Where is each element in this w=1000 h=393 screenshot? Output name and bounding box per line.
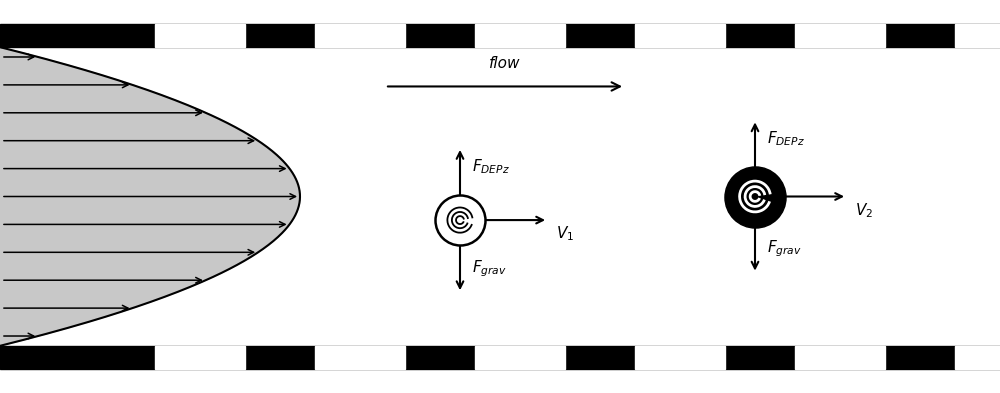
Bar xyxy=(475,346,565,369)
Bar xyxy=(315,346,405,369)
Text: $\mathit{F}_{DEPz}$: $\mathit{F}_{DEPz}$ xyxy=(767,129,805,148)
Text: $\mathit{F}_{grav}$: $\mathit{F}_{grav}$ xyxy=(767,239,802,259)
Polygon shape xyxy=(0,47,300,346)
Bar xyxy=(955,346,1000,369)
Text: $\mathit{F}_{DEPz}$: $\mathit{F}_{DEPz}$ xyxy=(472,157,510,176)
Bar xyxy=(315,24,405,47)
Bar xyxy=(0,24,1000,47)
Bar xyxy=(635,346,725,369)
Text: $\mathit{V}_{1}$: $\mathit{V}_{1}$ xyxy=(556,225,574,244)
Bar xyxy=(0,47,1000,346)
Bar xyxy=(155,24,245,47)
Bar xyxy=(0,346,1000,369)
Bar xyxy=(635,24,725,47)
Bar xyxy=(155,346,245,369)
Text: $\mathit{F}_{grav}$: $\mathit{F}_{grav}$ xyxy=(472,258,507,279)
Bar xyxy=(795,346,885,369)
Text: flow: flow xyxy=(489,56,521,71)
Text: $\mathit{V}_{2}$: $\mathit{V}_{2}$ xyxy=(855,201,873,220)
Bar xyxy=(475,24,565,47)
Bar xyxy=(955,24,1000,47)
Bar xyxy=(795,24,885,47)
